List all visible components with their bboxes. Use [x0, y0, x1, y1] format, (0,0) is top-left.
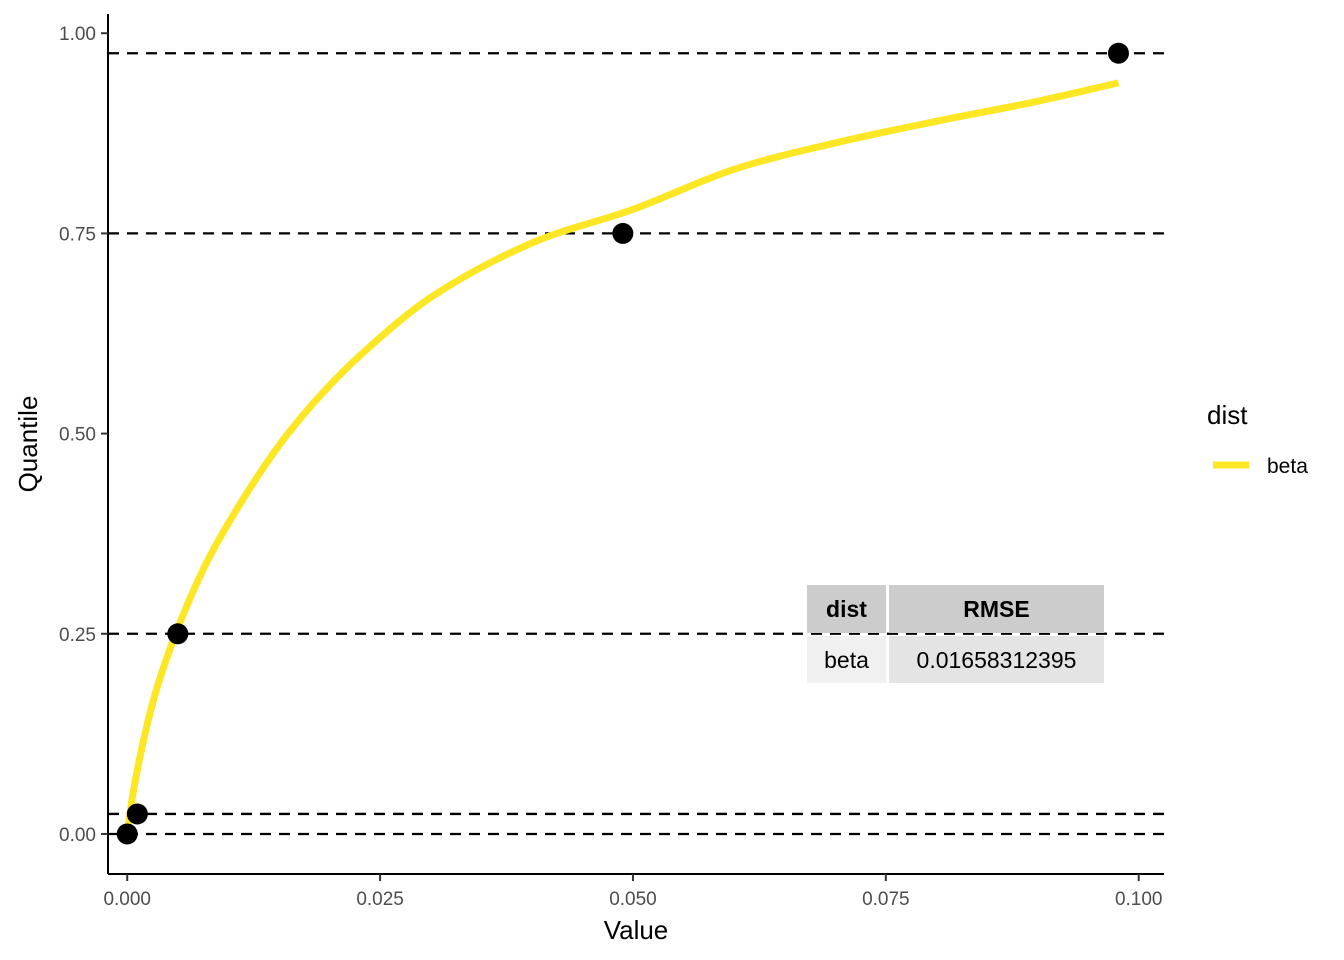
data-point — [1107, 42, 1129, 64]
table-header-cell-dist — [807, 585, 886, 633]
y-axis-title: Quantile — [13, 396, 43, 493]
rmse-table: dist RMSE beta 0.01658312395 — [807, 585, 1104, 683]
reference-lines — [108, 52, 1164, 836]
table-value-dist: beta — [824, 647, 869, 673]
y-tick-label: 1.00 — [59, 24, 96, 45]
axes: 0.000 0.025 0.050 0.075 0.100 0.000.250.500.… — [59, 14, 1164, 910]
data-point — [612, 222, 634, 244]
x-axis-title: Value — [604, 915, 669, 945]
table-header-dist: dist — [826, 596, 867, 622]
data-point — [167, 623, 189, 645]
x-tick-label: 0.000 — [103, 889, 151, 910]
table-cell-rmse — [889, 636, 1104, 683]
curve-layer — [123, 79, 1120, 835]
data-point — [126, 803, 148, 825]
table-header-rmse: RMSE — [963, 596, 1029, 622]
x-tick-label: 0.100 — [1115, 889, 1163, 910]
data-point — [116, 823, 138, 845]
table-cell-dist — [807, 636, 886, 683]
y-tick-label: 0.00 — [59, 825, 96, 846]
y-ticks: 0.00 0.25 0.50 0.75 1.00 — [59, 24, 108, 846]
x-tick-label: 0.075 — [862, 889, 910, 910]
x-ticks: 0.000 0.025 0.050 0.075 0.100 — [103, 874, 1162, 910]
legend-title: dist — [1207, 400, 1248, 430]
table-value-rmse: 0.01658312395 — [917, 647, 1077, 673]
table-header-cell-rmse — [889, 585, 1104, 633]
legend-label-beta: beta — [1267, 455, 1308, 478]
series-line-beta — [123, 79, 1120, 835]
x-tick-label: 0.050 — [609, 889, 657, 910]
x-tick-label: 0.025 — [356, 889, 404, 910]
legend: dist beta — [1207, 400, 1308, 478]
points-layer — [116, 42, 1129, 845]
y-tick-label: 0.50 — [59, 425, 96, 446]
y-tick-label: 0.75 — [59, 224, 96, 245]
y-tick-label: 0.25 — [59, 625, 96, 646]
